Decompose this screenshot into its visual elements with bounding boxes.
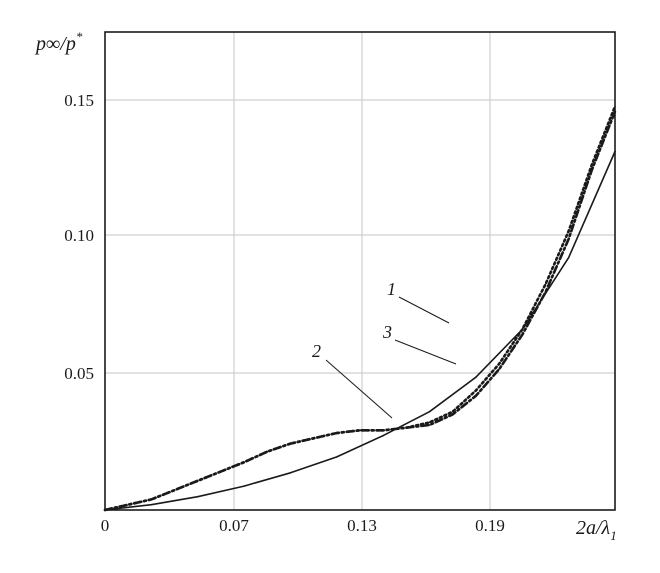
series-2-point — [475, 395, 477, 397]
series-1-point — [150, 503, 153, 506]
series-1-point — [382, 434, 385, 437]
series-1-line — [104, 150, 616, 511]
series-1-point — [428, 410, 431, 413]
series-3-point — [544, 283, 547, 286]
series-3-point — [614, 105, 616, 108]
series-3-point — [359, 429, 361, 432]
series-3-point — [150, 498, 153, 501]
series-3-point — [243, 461, 245, 464]
series-2-point — [428, 424, 431, 426]
curve-label-2-group: 2 — [312, 341, 393, 419]
curve-label-1-group: 1 — [387, 279, 450, 324]
series-1-point — [196, 495, 199, 498]
series-3-point — [451, 410, 454, 413]
y-tick-label: 0.05 — [64, 364, 94, 383]
x-tick-label: 0.07 — [219, 516, 249, 535]
series-2-point — [498, 368, 500, 371]
series-3-point — [591, 164, 593, 166]
curve-label-1: 1 — [387, 279, 396, 299]
x-tick-label: 0.13 — [347, 516, 377, 535]
series-3-point — [428, 421, 431, 424]
series-3-point — [104, 509, 106, 511]
series-3-point — [266, 450, 269, 453]
y-tick-label: 0.10 — [64, 226, 94, 245]
series-3-line — [103, 105, 617, 512]
series-2-point — [614, 110, 616, 113]
series-1-point — [336, 456, 338, 458]
series-3-point — [382, 429, 385, 432]
series-1-point — [289, 472, 292, 474]
series-2-point — [567, 238, 570, 240]
x-axis-label: 2a/λ1 — [576, 517, 617, 543]
series-3-point — [567, 230, 570, 232]
tick-labels: 0 0.07 0.13 0.19 0.05 0.10 0.15 — [64, 91, 505, 535]
series-3-point — [289, 442, 292, 445]
curve-label-3-leader — [394, 339, 457, 365]
y-axis-label: p∞/p* — [34, 29, 83, 55]
x-tick-label: 0.19 — [475, 516, 505, 535]
series-2-line — [103, 110, 617, 512]
series-3-point — [521, 328, 524, 331]
series-2-point — [521, 333, 524, 336]
series-2-point — [544, 291, 547, 294]
series-1-point — [567, 256, 570, 259]
curve-label-1-leader — [398, 296, 450, 324]
plot-frame — [104, 31, 616, 511]
curve-label-2: 2 — [312, 341, 321, 361]
series-3-point — [312, 437, 315, 440]
series-3-point — [405, 426, 408, 429]
series-1-point — [475, 376, 477, 379]
series-3-point — [336, 432, 338, 434]
curve-label-2-leader — [325, 359, 393, 419]
grid — [105, 32, 615, 510]
curve-label-3: 3 — [382, 322, 392, 342]
y-tick-label: 0.15 — [64, 91, 94, 110]
series-3-point — [475, 389, 477, 392]
series-3-point — [196, 480, 199, 482]
series-3-point — [498, 363, 500, 365]
series-1-point — [614, 150, 616, 153]
x-tick-label: 0 — [101, 516, 110, 535]
curve-label-3-group: 3 — [382, 322, 457, 365]
series-layer — [103, 105, 617, 512]
series-1-point — [243, 485, 245, 487]
series-2-point — [451, 413, 454, 416]
